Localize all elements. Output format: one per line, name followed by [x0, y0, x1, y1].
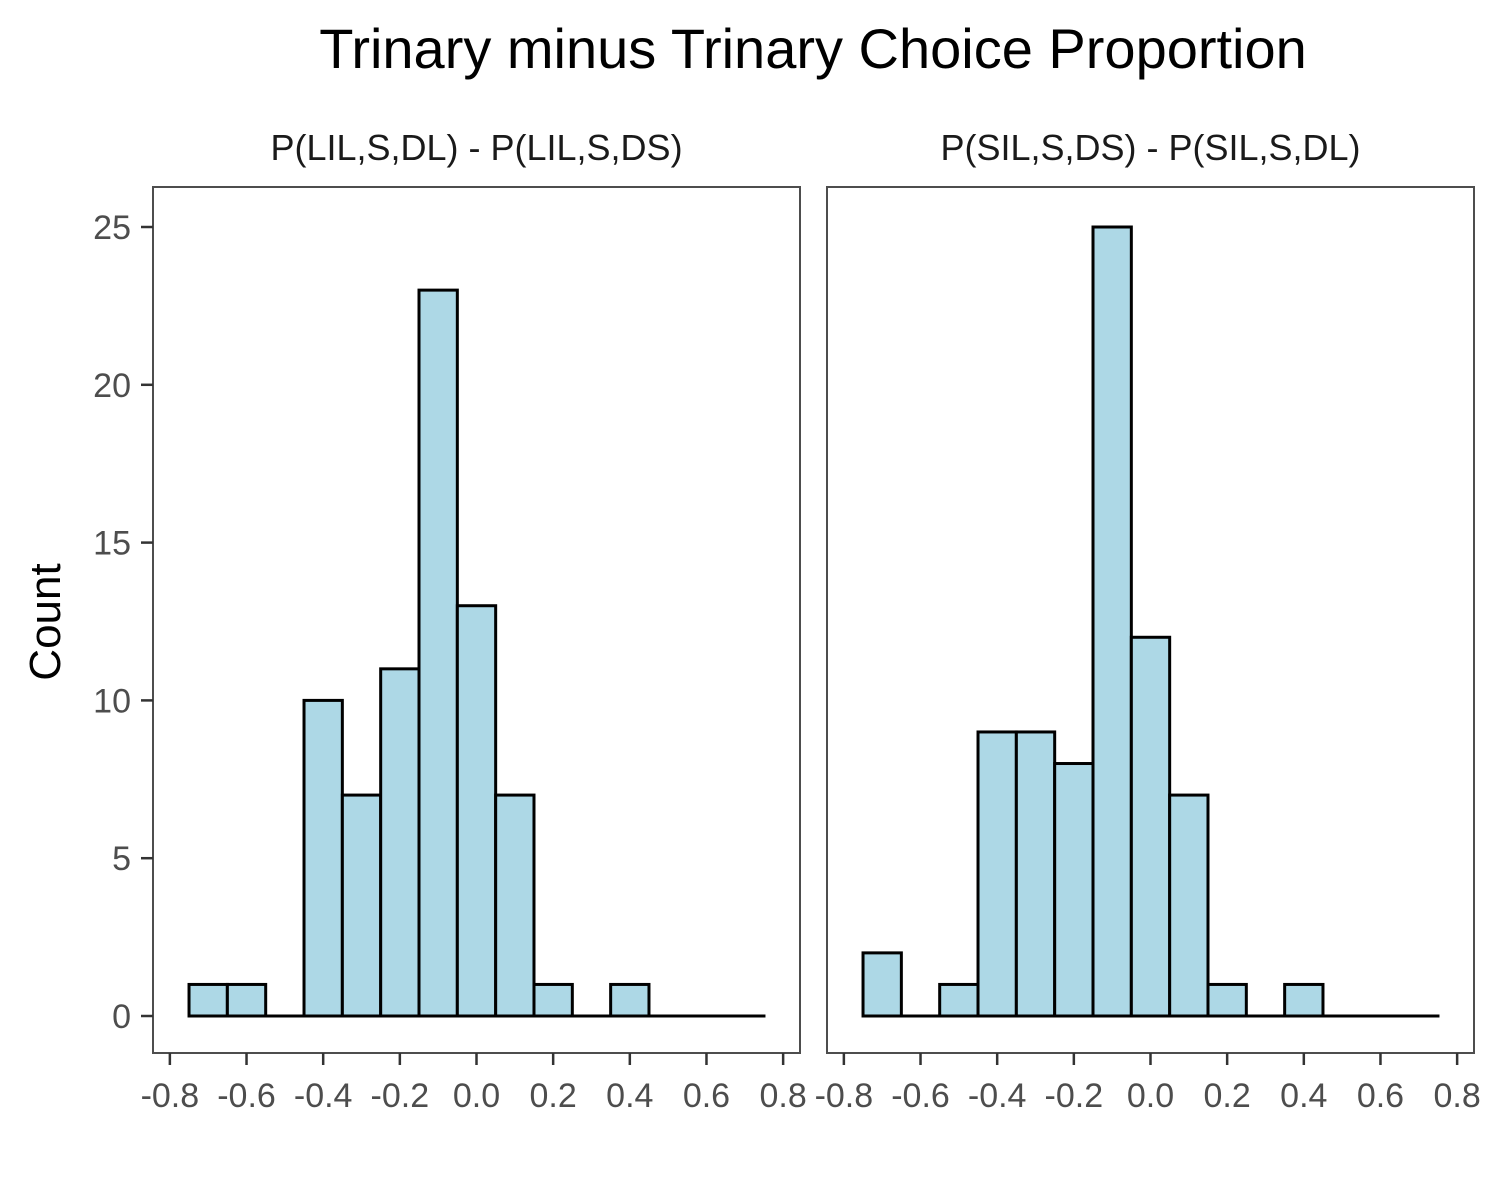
x-tick-label: -0.4	[968, 1077, 1027, 1115]
y-tick-label: 20	[93, 367, 131, 405]
histogram-bar	[1168, 793, 1210, 1018]
facet-panels: P(LIL,S,DL) - P(LIL,S,DS) -0.8 -0.6 -0.4 -0.…	[93, 127, 1481, 1115]
y-tick-label: 25	[93, 209, 131, 247]
histogram-bar	[609, 982, 651, 1018]
histogram-bar	[1129, 635, 1172, 1018]
chart-title: Trinary minus Trinary Choice Proportion	[319, 17, 1307, 80]
x-tick-label: 0.4	[606, 1077, 653, 1115]
panel-2: P(SIL,S,DS) - P(SIL,S,DL) -0.8 -0.6 -0.4 -0.…	[815, 127, 1481, 1115]
histogram-bar	[1091, 225, 1133, 1018]
x-tick-label: -0.6	[891, 1077, 950, 1115]
x-tick-label: -0.8	[815, 1077, 874, 1115]
histogram-bar	[455, 604, 498, 1018]
panel-strip-label: P(SIL,S,DS) - P(SIL,S,DL)	[940, 127, 1360, 168]
y-axis-label: Count	[21, 563, 70, 680]
histogram-bar	[938, 982, 980, 1018]
histogram-bar	[861, 951, 903, 1018]
x-tick-label: 0.8	[760, 1077, 807, 1115]
x-tick-label: -0.2	[371, 1077, 430, 1115]
x-tick-label: -0.8	[141, 1077, 200, 1115]
x-tick-label: 0.2	[1204, 1077, 1251, 1115]
x-tick-label: 0.6	[1357, 1077, 1404, 1115]
x-tick-label: 0.0	[1127, 1077, 1174, 1115]
histogram-bar	[976, 730, 1018, 1018]
histogram-bar	[1206, 982, 1248, 1018]
x-tick-label: -0.4	[294, 1077, 353, 1115]
x-tick-label: 0.0	[453, 1077, 500, 1115]
x-tick-label: -0.6	[217, 1077, 276, 1115]
histogram-bar	[417, 288, 459, 1018]
x-tick-label: 0.2	[530, 1077, 577, 1115]
x-tick-label: -0.2	[1045, 1077, 1104, 1115]
y-tick-label: 5	[112, 840, 131, 878]
histogram-bar	[340, 793, 383, 1018]
x-tick-label: 0.6	[683, 1077, 730, 1115]
histogram-bar	[187, 982, 229, 1018]
y-tick-label: 10	[93, 682, 131, 720]
x-tick-label: 0.4	[1280, 1077, 1327, 1115]
histogram-bar	[379, 667, 421, 1018]
histogram-bar	[302, 698, 344, 1018]
histogram-bar	[225, 982, 268, 1018]
panel-1: P(LIL,S,DL) - P(LIL,S,DS) -0.8 -0.6 -0.4 -0.…	[93, 127, 807, 1115]
histogram-bar	[1283, 982, 1325, 1018]
histogram-bar	[1014, 730, 1057, 1018]
y-tick-label: 0	[112, 998, 131, 1036]
x-tick-label: 0.8	[1434, 1077, 1481, 1115]
panel-strip-label: P(LIL,S,DL) - P(LIL,S,DS)	[270, 127, 682, 168]
y-tick-label: 15	[93, 525, 131, 563]
histogram-bar	[1053, 762, 1095, 1018]
histogram-bar	[532, 982, 574, 1018]
histogram-bar	[494, 793, 536, 1018]
